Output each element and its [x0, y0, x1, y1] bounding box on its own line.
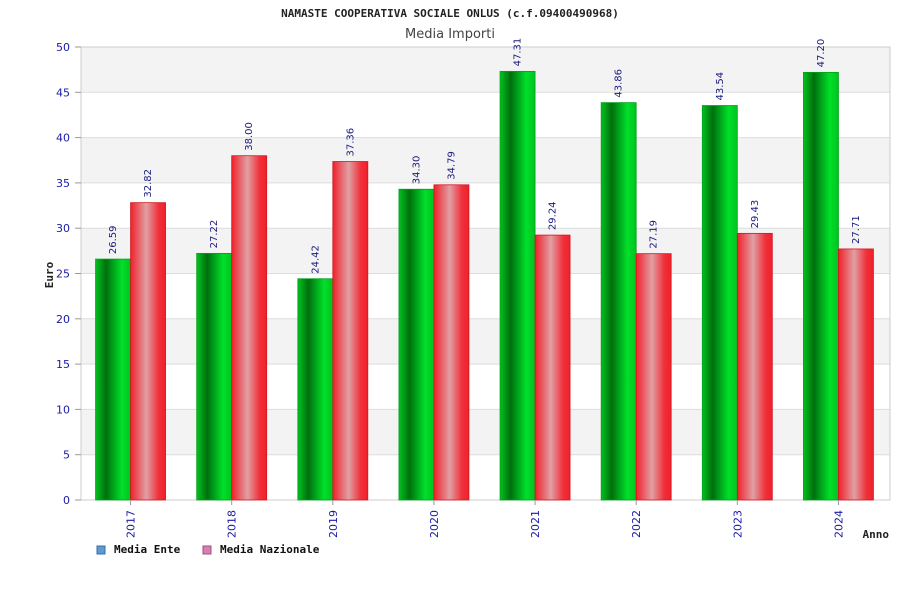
legend-label-media-nazionale: Media Nazionale	[220, 543, 320, 556]
legend-label-media-ente: Media Ente	[114, 543, 181, 556]
data-label: 24.42	[310, 245, 321, 274]
data-label: 27.19	[649, 220, 660, 249]
y-axis-label: Euro	[43, 261, 56, 288]
data-labels: 26.59 32.82 27.22 38.00 24.42 37.36 34.30 34.79…	[108, 38, 862, 274]
legend: Media Ente Media Nazionale	[96, 543, 320, 556]
x-tick-label: 2022	[630, 510, 643, 538]
x-tick-label: 2020	[428, 510, 441, 538]
y-axis-ticks: 0 5 10 15 20 25 30 35 40 45 50	[56, 41, 81, 507]
data-label: 47.31	[513, 38, 524, 67]
x-tick-label: 2024	[832, 510, 845, 538]
bar-media-nazionale-2021	[534, 234, 571, 501]
bar-media-nazionale-2018	[231, 155, 268, 501]
y-tick-label: 45	[56, 86, 70, 99]
y-tick-label: 30	[56, 222, 70, 235]
data-label: 38.00	[244, 122, 255, 151]
data-label: 26.59	[108, 225, 119, 254]
y-tick-label: 20	[56, 313, 70, 326]
y-tick-label: 10	[56, 403, 70, 416]
bar-media-ente-2020	[398, 188, 435, 501]
legend-swatch-media-nazionale	[202, 545, 212, 555]
bars	[95, 70, 874, 501]
bar-media-nazionale-2023	[736, 232, 773, 501]
chart-title: NAMASTE COOPERATIVA SOCIALE ONLUS (c.f.0…	[281, 7, 619, 20]
x-tick-label: 2017	[125, 510, 138, 538]
x-tick-label: 2021	[529, 510, 542, 538]
bar-media-nazionale-2024	[838, 248, 874, 501]
bar-media-ente-2022	[600, 102, 637, 501]
data-label: 34.79	[446, 151, 457, 180]
y-tick-label: 0	[63, 494, 70, 507]
data-label: 37.36	[345, 128, 356, 157]
y-tick-label: 25	[56, 268, 70, 281]
data-label: 43.54	[715, 72, 726, 101]
x-tick-label: 2018	[226, 510, 239, 538]
grid-band	[81, 47, 890, 93]
bar-media-ente-2023	[701, 105, 738, 501]
data-label: 34.30	[411, 156, 422, 185]
x-tick-label: 2019	[327, 510, 340, 538]
data-label: 27.22	[209, 220, 220, 249]
x-axis-label: Anno	[863, 528, 890, 541]
bar-media-ente-2021	[499, 70, 536, 501]
bar-media-nazionale-2020	[433, 184, 470, 501]
data-label: 47.20	[816, 39, 827, 68]
bar-media-ente-2019	[297, 278, 334, 501]
data-label: 27.71	[851, 215, 862, 244]
bar-media-nazionale-2019	[332, 161, 369, 501]
data-label: 29.24	[548, 201, 559, 230]
bar-media-ente-2024	[803, 71, 839, 501]
bar-media-ente-2017	[95, 258, 131, 501]
y-tick-label: 40	[56, 132, 70, 145]
legend-swatch-media-ente	[96, 545, 106, 555]
bar-media-ente-2018	[196, 252, 233, 501]
data-label: 29.43	[750, 200, 761, 229]
x-tick-label: 2023	[731, 510, 744, 538]
y-tick-label: 50	[56, 41, 70, 54]
y-tick-label: 35	[56, 177, 70, 190]
data-label: 43.86	[614, 69, 625, 98]
bar-media-nazionale-2022	[635, 253, 672, 501]
y-tick-label: 5	[63, 449, 70, 462]
y-tick-label: 15	[56, 358, 70, 371]
data-label: 32.82	[143, 169, 154, 198]
bar-media-nazionale-2017	[130, 202, 166, 501]
grid-band	[81, 137, 890, 183]
chart-subtitle: Media Importi	[405, 27, 495, 42]
x-axis-ticks: 2017 2018 2019 2020 2021 2022 2023 2024	[125, 500, 845, 538]
